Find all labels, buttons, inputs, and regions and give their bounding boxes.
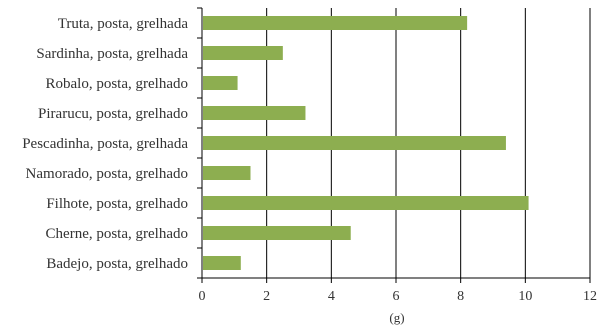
bar-1	[203, 16, 468, 30]
x-tick-label: 0	[199, 289, 206, 304]
category-label: Pescadinha, posta, grelhada	[22, 136, 188, 152]
bar-8	[203, 226, 351, 240]
bar-4	[203, 106, 306, 120]
x-axis-title: (g)	[389, 310, 404, 325]
category-label: Truta, posta, grelhada	[58, 16, 189, 32]
x-tick-label: 10	[518, 289, 532, 304]
x-tick-label: 2	[263, 289, 270, 304]
category-label: Cherne, posta, grelhado	[46, 226, 188, 242]
category-label: Pirarucu, posta, grelhado	[38, 106, 188, 122]
bar-3	[203, 76, 238, 90]
bar-7	[203, 196, 529, 210]
x-tick-label: 6	[393, 289, 400, 304]
category-label: Robalo, posta, grelhado	[46, 76, 188, 92]
category-label: Badejo, posta, grelhado	[46, 256, 188, 272]
bar-5	[203, 136, 506, 150]
labels: Truta, posta, grelhada Sardinha, posta, g…	[22, 16, 597, 304]
x-tick-label: 8	[457, 289, 464, 304]
x-tick-label: 4	[328, 289, 335, 304]
category-label: Namorado, posta, grelhado	[26, 166, 188, 182]
bars	[203, 16, 529, 270]
bar-6	[203, 166, 251, 180]
category-label: Sardinha, posta, grelhada	[36, 46, 188, 62]
bar-2	[203, 46, 283, 60]
category-label: Filhote, posta, grelhado	[46, 196, 188, 212]
x-tick-label: 12	[583, 289, 597, 304]
axes	[197, 7, 591, 283]
bar-9	[203, 256, 241, 270]
